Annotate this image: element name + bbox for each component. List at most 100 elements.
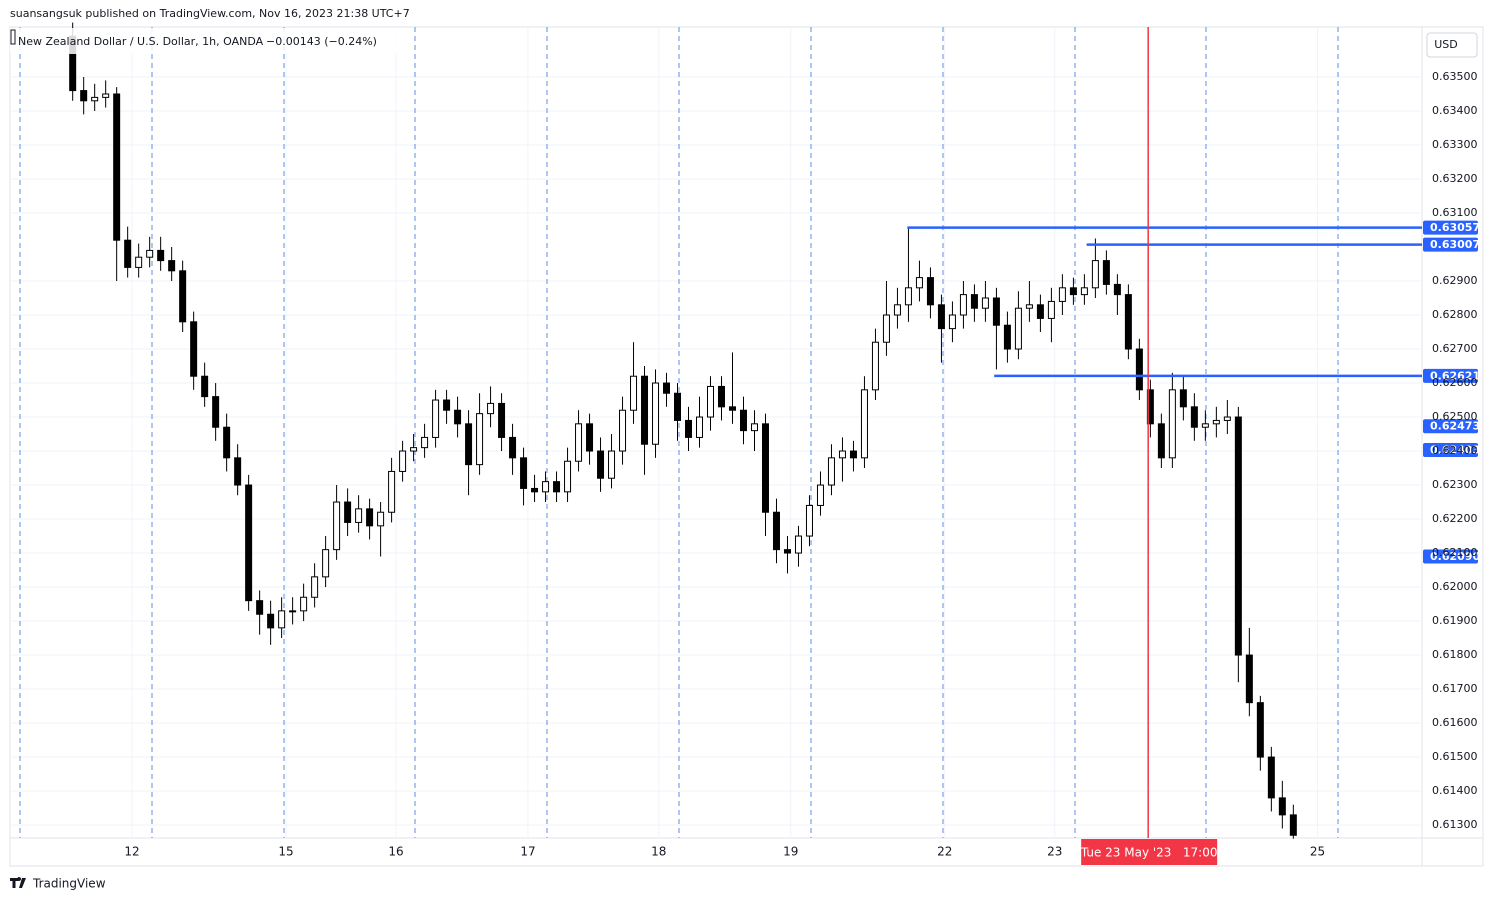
price-tag	[1423, 220, 1478, 235]
candle-body	[783, 549, 791, 554]
candle-body	[245, 484, 253, 602]
candle-body	[597, 450, 605, 479]
candle-body	[948, 314, 956, 330]
candle-body	[619, 409, 627, 452]
candles	[69, 22, 1297, 839]
y-tick-label: 0.62600	[1432, 376, 1478, 389]
price-tag-label: 0.62621	[1430, 369, 1480, 382]
y-tick-label: 0.61400	[1432, 784, 1478, 797]
x-tick-label: 18	[651, 845, 666, 859]
candle-body	[388, 470, 396, 513]
candle-body	[728, 406, 736, 411]
y-tick-label: 0.62500	[1432, 410, 1478, 423]
currency-button[interactable]	[1426, 32, 1478, 58]
candle-body	[849, 450, 857, 459]
candle-body	[1146, 389, 1154, 425]
candle-body	[421, 436, 429, 449]
candle-body	[707, 385, 715, 418]
currency[interactable]: USD	[1434, 38, 1458, 51]
candle-body	[586, 423, 594, 452]
candle-body	[992, 297, 1000, 326]
candle-body	[1168, 389, 1176, 459]
candle-body	[652, 382, 660, 445]
candle-body	[1091, 260, 1099, 289]
y-tick-label: 0.63500	[1432, 70, 1478, 83]
candle-body	[816, 484, 824, 506]
candle-body	[234, 457, 242, 486]
y-tick-label: 0.61700	[1432, 682, 1478, 695]
candle-body	[794, 535, 802, 554]
candle-body	[860, 389, 868, 459]
session-breaks	[19, 27, 1339, 838]
candle-body	[410, 447, 418, 452]
candle-body	[564, 460, 572, 493]
candle-body	[915, 277, 923, 289]
x-tick-label: 19	[783, 845, 798, 859]
y-tick-label: 0.62800	[1432, 308, 1478, 321]
price-tag-label: 0.63057	[1430, 221, 1480, 234]
y-tick-label: 0.63200	[1432, 172, 1478, 185]
candle-body	[1036, 304, 1044, 319]
candle-body	[1201, 423, 1209, 428]
y-tick-label: 0.61500	[1432, 750, 1478, 763]
candle-body	[827, 457, 835, 486]
candle-body	[509, 436, 517, 459]
candle-body	[1014, 307, 1022, 350]
candle-body	[102, 93, 110, 98]
candle-body	[377, 511, 385, 527]
legend-change: −0.00143 (−0.24%)	[266, 35, 377, 48]
candle-body	[1080, 287, 1088, 296]
y-tick-label: 0.62100	[1432, 546, 1478, 559]
candle-body	[674, 392, 682, 421]
candle-body	[959, 294, 967, 316]
legend-icon	[10, 29, 16, 45]
candle-body	[553, 481, 561, 493]
crosshair-label: Tue 23 May '23 17:00	[1080, 846, 1218, 860]
y-tick-label: 0.62400	[1432, 444, 1478, 457]
price-tag-label: 0.62473	[1430, 420, 1480, 433]
candle-body	[750, 423, 758, 432]
candle-body	[80, 90, 88, 102]
y-tick-label: 0.62700	[1432, 342, 1478, 355]
y-tick-label: 0.62900	[1432, 274, 1478, 287]
candle-body	[531, 487, 539, 493]
candle-body	[267, 613, 275, 629]
y-tick-label: 0.62200	[1432, 512, 1478, 525]
x-tick-label: 22	[937, 845, 952, 859]
frame	[9, 26, 1484, 867]
candle-body	[685, 419, 693, 438]
y-tick-label: 0.63100	[1432, 206, 1478, 219]
x-tick-label: 15	[278, 845, 293, 859]
price-tag	[1423, 549, 1478, 564]
overlay: 0.63057 0.63007 0.62621 0.62473 0.62403 0.620…	[907, 27, 1480, 865]
candle-body	[1212, 419, 1220, 425]
candle-body	[454, 409, 462, 425]
candle-body	[443, 399, 451, 411]
legend-title: New Zealand Dollar / U.S. Dollar, 1h, OA…	[18, 35, 264, 48]
candle-body	[344, 501, 352, 523]
y-tick-label: 0.62300	[1432, 478, 1478, 491]
candle-body	[1267, 756, 1275, 799]
candle-body	[212, 396, 220, 428]
candle-body	[432, 399, 440, 438]
candle-body	[1234, 416, 1242, 656]
candle-body	[278, 610, 286, 629]
candle-body	[465, 423, 473, 466]
candle-body	[520, 457, 528, 489]
y-tick-label: 0.61900	[1432, 614, 1478, 627]
candle-body	[1069, 287, 1077, 296]
candle-body	[937, 304, 945, 330]
candle-body	[311, 576, 319, 598]
candle-body	[201, 375, 209, 398]
candle-body	[838, 450, 846, 459]
x-tick-label: 12	[124, 845, 139, 859]
candle-body	[575, 423, 583, 462]
candle-body	[322, 549, 330, 578]
candle-body	[1289, 814, 1297, 836]
candle-body	[1058, 287, 1066, 302]
candle-body	[1113, 283, 1121, 296]
candle-body	[1256, 702, 1264, 758]
y-tick-label: 0.61800	[1432, 648, 1478, 661]
logo	[10, 877, 26, 888]
